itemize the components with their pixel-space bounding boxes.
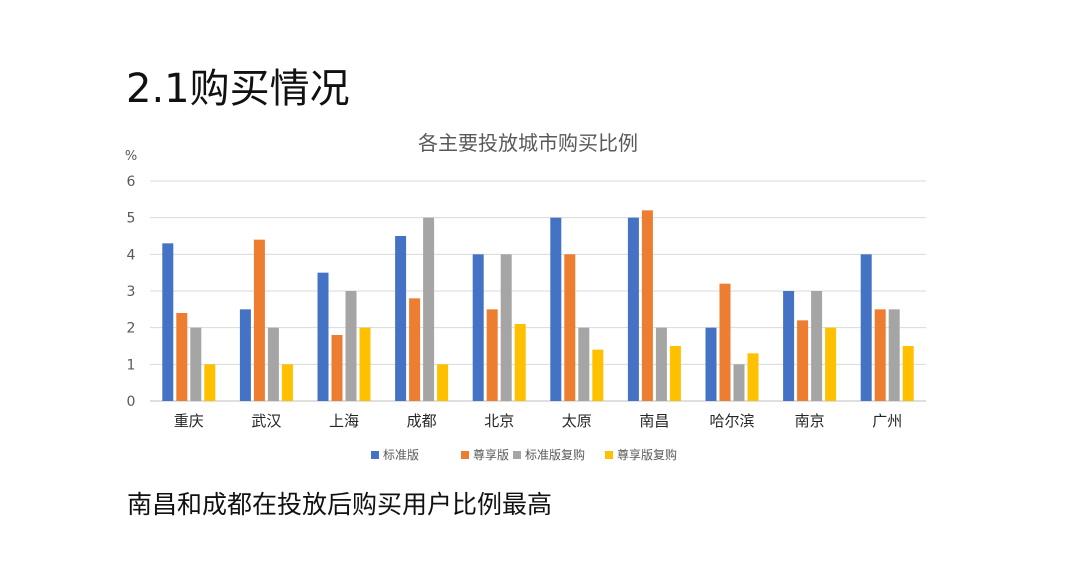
bar-0-1 [176,313,188,401]
bar-9-3 [902,346,914,401]
bar-1-2 [267,327,279,401]
bar-8-3 [825,327,837,401]
bar-8-0 [783,291,795,401]
x-tick-label: 南京 [795,412,825,430]
bar-3-1 [409,298,421,401]
y-tick-label: 3 [127,284,136,300]
bar-3-2 [423,217,435,401]
y-tick-label: 5 [127,211,136,227]
bar-4-3 [514,324,526,401]
bar-6-2 [655,327,667,401]
bar-0-3 [204,364,216,401]
bar-8-2 [811,291,823,401]
legend-swatch [461,451,469,459]
x-tick-label: 上海 [329,412,359,430]
legend-swatch [513,451,521,459]
bar-9-2 [888,309,900,401]
bar-5-0 [550,217,562,401]
bar-1-1 [253,239,265,401]
y-tick-label: 0 [127,394,136,410]
bar-1-0 [239,309,251,401]
bars [162,210,914,401]
y-axis-ticks: 0 1 2 3 4 5 6 [127,174,136,410]
bar-5-3 [592,349,604,401]
bar-4-1 [486,309,498,401]
bar-2-3 [359,327,371,401]
bar-2-1 [331,335,343,401]
x-tick-label: 太原 [562,412,592,430]
bar-2-0 [317,272,329,401]
slide-conclusion: 南昌和成都在投放后购买用户比例最高 [127,490,553,519]
x-axis-ticks: 重庆 武汉 上海 成都 北京 太原 南昌 哈尔滨 南京 广州 [174,412,902,430]
y-tick-label: 6 [127,174,136,190]
y-tick-label: 1 [127,357,136,373]
bar-7-0 [705,327,717,401]
y-tick-label: 2 [127,321,136,337]
legend-label: 尊享版复购 [617,447,677,462]
bar-4-0 [472,254,484,401]
bar-6-1 [641,210,653,401]
bar-2-2 [345,291,357,401]
legend: 标准版 尊享版 标准版复购 尊享版复购 [371,447,677,462]
x-tick-label: 南昌 [639,412,669,430]
bar-7-3 [747,353,759,401]
bar-3-0 [395,236,407,401]
legend-swatch [371,451,379,459]
x-tick-label: 武汉 [251,412,281,430]
bar-0-2 [190,327,202,401]
legend-swatch [605,451,613,459]
bar-9-0 [860,254,872,401]
bar-9-1 [874,309,886,401]
slide-title: 2.1购买情况 [126,66,350,112]
chart-title: 各主要投放城市购买比例 [418,131,638,155]
bar-5-1 [564,254,576,401]
x-tick-label: 北京 [484,412,514,430]
bar-4-2 [500,254,512,401]
x-tick-label: 哈尔滨 [709,412,754,430]
bar-5-2 [578,327,590,401]
bar-0-0 [162,243,174,401]
bar-7-1 [719,283,731,401]
gridlines [150,180,926,402]
legend-label: 标准版复购 [525,447,585,462]
legend-label: 标准版 [383,448,419,462]
y-axis-unit-label: % [125,149,137,164]
bar-8-1 [797,320,809,401]
bar-1-3 [281,364,293,401]
x-tick-label: 重庆 [174,412,204,430]
y-tick-label: 4 [127,247,136,263]
bar-6-0 [627,217,639,401]
x-tick-label: 广州 [872,412,902,430]
x-tick-label: 成都 [407,412,437,430]
bar-3-3 [437,364,449,401]
bar-6-3 [669,346,681,401]
legend-label: 尊享版 [473,447,509,462]
bar-7-2 [733,364,745,401]
